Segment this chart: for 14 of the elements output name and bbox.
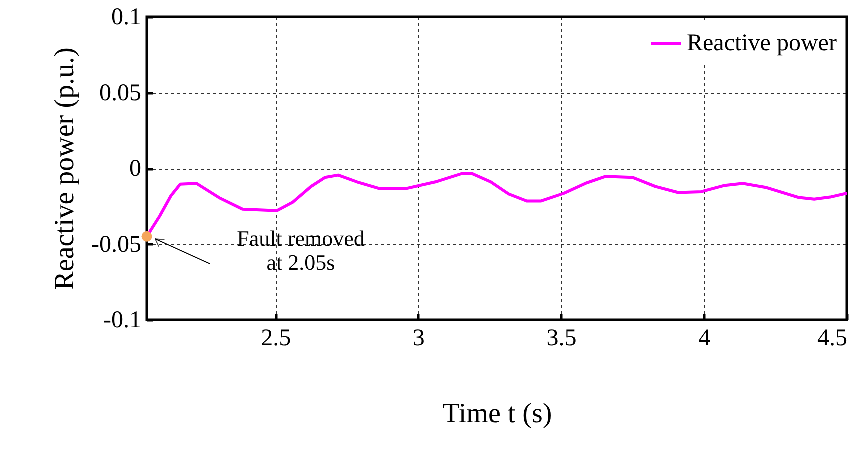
y-tick-label: 0 [130,156,142,182]
y-tick-label: 0.05 [100,80,142,106]
x-tick-label: 3.5 [546,326,577,352]
x-axis-title: Time t (s) [442,398,552,430]
x-tick-label: 3 [412,326,425,352]
y-tick-label: -0.1 [104,308,142,334]
y-axis-title: Reactive power (p.u.) [50,48,81,290]
annotation: Fault removed at 2.05s [237,226,365,276]
legend-label: Reactive power [687,30,837,56]
x-tick-label: 4.5 [818,326,848,352]
y-tick-label: 0.1 [112,4,142,30]
x-tick-label: 4 [698,326,711,352]
x-tick-label: 2.5 [261,326,292,352]
y-tick-label: -0.05 [92,232,142,258]
